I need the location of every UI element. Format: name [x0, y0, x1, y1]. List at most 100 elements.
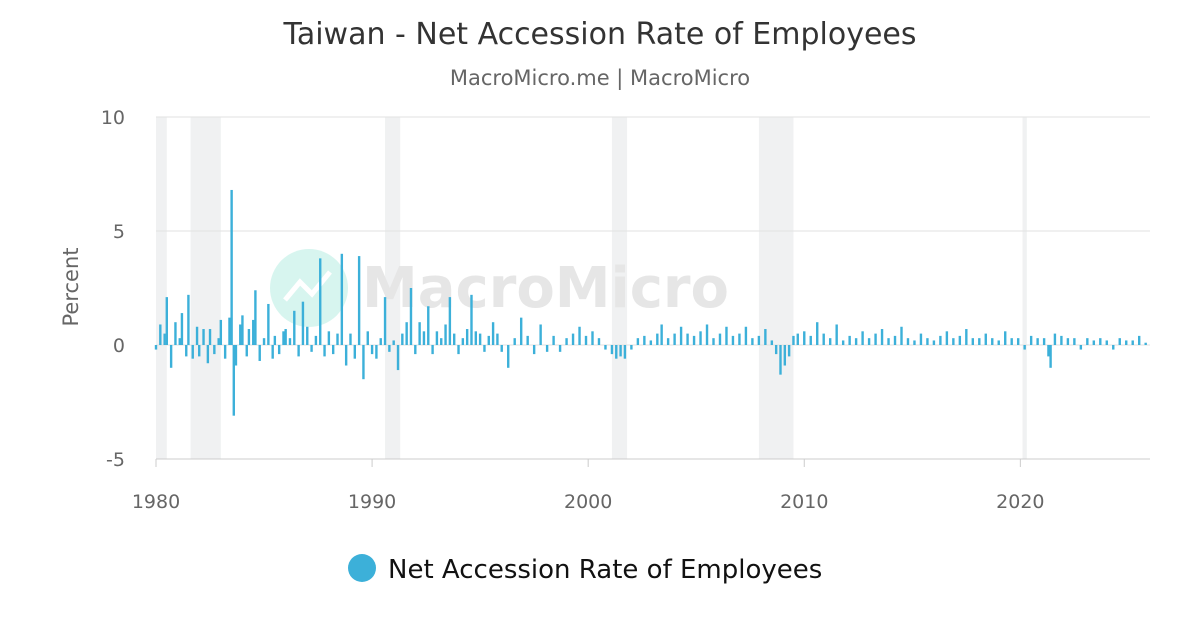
bar	[1036, 338, 1039, 345]
recession-shading	[156, 117, 1027, 459]
bar	[254, 290, 257, 345]
bar	[297, 345, 300, 357]
bar	[619, 345, 622, 357]
bar	[422, 331, 426, 345]
bar	[370, 345, 374, 355]
bar	[597, 338, 601, 345]
bar	[757, 335, 761, 345]
bar	[174, 322, 177, 345]
bar	[327, 331, 331, 345]
bar	[841, 340, 845, 345]
bar	[887, 338, 890, 345]
legend-label[interactable]: Net Accession Rate of Employees	[388, 555, 822, 585]
bar	[217, 338, 220, 345]
bar	[526, 335, 529, 345]
bar	[774, 345, 778, 355]
bar	[178, 338, 181, 345]
bar	[440, 338, 443, 345]
bar	[375, 345, 378, 359]
bar	[353, 345, 356, 359]
bar	[223, 345, 227, 359]
bar	[465, 329, 469, 345]
bar	[984, 333, 987, 345]
bar	[519, 317, 523, 345]
bar	[344, 345, 348, 366]
bar	[414, 345, 417, 355]
bar	[630, 345, 633, 350]
legend-swatch[interactable]	[348, 554, 376, 582]
bar	[247, 329, 251, 345]
bar	[945, 331, 949, 345]
bar	[822, 333, 825, 345]
bar	[418, 322, 421, 345]
bar	[202, 329, 205, 345]
bar	[610, 345, 614, 355]
bar	[206, 345, 210, 364]
bar	[1060, 335, 1063, 345]
bar-series	[154, 189, 1147, 416]
bar	[187, 294, 190, 345]
bar	[273, 335, 277, 345]
bar	[267, 303, 270, 345]
bar	[1118, 338, 1121, 345]
bar	[1010, 338, 1013, 345]
bar	[718, 333, 722, 345]
bar	[565, 338, 568, 345]
bar	[405, 322, 408, 345]
y-axis-title: Percent	[59, 247, 83, 326]
bar	[649, 340, 653, 345]
bar	[991, 338, 994, 345]
bar	[507, 345, 510, 368]
bar	[198, 345, 201, 357]
bar	[457, 345, 460, 355]
chart-title: Taiwan - Net Accession Rate of Employees	[282, 17, 916, 52]
bar	[880, 329, 884, 345]
recession-band	[611, 117, 628, 459]
bar	[692, 335, 696, 345]
bar	[362, 345, 365, 380]
bar	[958, 335, 962, 345]
bar	[796, 333, 799, 345]
bar	[1073, 338, 1076, 345]
bar	[336, 333, 339, 345]
bar	[1137, 335, 1141, 345]
bar	[558, 345, 562, 352]
bar	[448, 297, 452, 345]
bar	[906, 338, 910, 345]
x-tick-label: 1990	[348, 491, 396, 513]
bar	[228, 317, 231, 345]
bar	[978, 338, 981, 345]
bar	[191, 345, 194, 359]
recession-band	[385, 117, 401, 459]
bar	[571, 333, 575, 345]
bar	[545, 345, 549, 352]
bar	[288, 338, 292, 345]
bar	[783, 345, 787, 366]
axes	[155, 458, 1150, 467]
bar	[673, 333, 676, 345]
bar	[357, 256, 361, 345]
bar	[1125, 340, 1128, 345]
bar	[185, 345, 188, 357]
bar	[262, 338, 266, 345]
bar	[483, 345, 486, 352]
bar	[310, 345, 313, 352]
bar	[926, 338, 929, 345]
bar	[792, 335, 795, 345]
bar	[1053, 333, 1057, 345]
bar	[660, 324, 663, 345]
bar	[932, 340, 936, 345]
bar	[230, 189, 233, 345]
bar	[258, 345, 261, 361]
bar	[552, 335, 555, 345]
legend[interactable]: Net Accession Rate of Employees	[348, 554, 822, 585]
bar	[379, 338, 382, 345]
bar	[252, 319, 255, 345]
bar	[500, 345, 503, 352]
bar	[213, 345, 216, 355]
bar	[900, 326, 903, 345]
bar	[478, 333, 482, 345]
bar	[383, 297, 387, 345]
bar	[919, 333, 923, 345]
